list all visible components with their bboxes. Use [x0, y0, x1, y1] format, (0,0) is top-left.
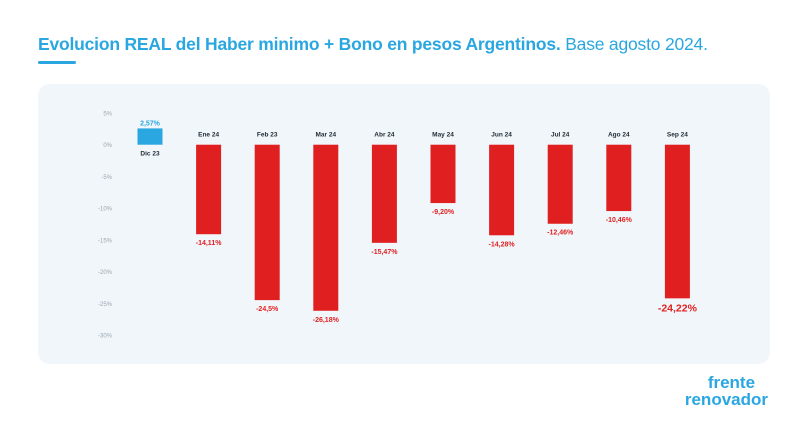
data-label: -14,11% [196, 240, 222, 247]
bar [371, 144, 397, 243]
logo-line-1: frente [707, 373, 756, 392]
category-label: Jul 24 [551, 132, 570, 139]
category-label: Jun 24 [491, 132, 512, 139]
data-label: -24,22% [658, 302, 698, 314]
category-label: Mar 24 [315, 132, 336, 139]
data-label: -12,46% [547, 230, 574, 237]
data-label: -10,46% [606, 217, 633, 224]
bar [254, 144, 280, 301]
chart-title-light: Base agosto 2024. [565, 34, 708, 54]
category-label: Abr 24 [374, 132, 395, 139]
bar [606, 144, 632, 212]
category-label: Ene 24 [198, 132, 219, 139]
y-tick-label: 5% [103, 112, 112, 118]
category-label: Feb 23 [257, 132, 278, 139]
y-tick-label: -5% [101, 175, 112, 181]
bar [489, 144, 515, 236]
data-label: -24,5% [256, 306, 279, 313]
y-tick-label: -20% [98, 270, 113, 276]
bar [313, 144, 339, 311]
category-label: Dic 23 [140, 151, 160, 158]
y-tick-label: -10% [98, 207, 113, 213]
y-tick-label: -25% [98, 302, 113, 308]
chart-title: Evolucion REAL del Haber minimo + Bono e… [38, 34, 708, 55]
category-label: Sep 24 [667, 132, 688, 139]
data-label: -9,20% [432, 209, 455, 216]
data-label: -14,28% [489, 241, 516, 248]
y-tick-label: -15% [98, 238, 113, 244]
data-label: -15,47% [371, 249, 398, 256]
chart-title-bold: Evolucion REAL del Haber minimo + Bono e… [38, 34, 561, 54]
y-tick-label: -30% [98, 334, 113, 340]
title-underline [38, 61, 76, 64]
data-label: 2,57% [140, 120, 161, 127]
category-label: May 24 [432, 132, 454, 139]
bar [196, 144, 222, 235]
category-label: Ago 24 [608, 132, 630, 139]
bar [430, 144, 456, 204]
bar [137, 128, 163, 145]
y-tick-label: 0% [103, 143, 112, 149]
frente-renovador-logo: frente renovador [685, 374, 768, 408]
bar [547, 144, 573, 224]
logo-line-2: renovador [684, 390, 768, 409]
bar [664, 144, 690, 299]
data-label: -26,18% [313, 317, 340, 324]
